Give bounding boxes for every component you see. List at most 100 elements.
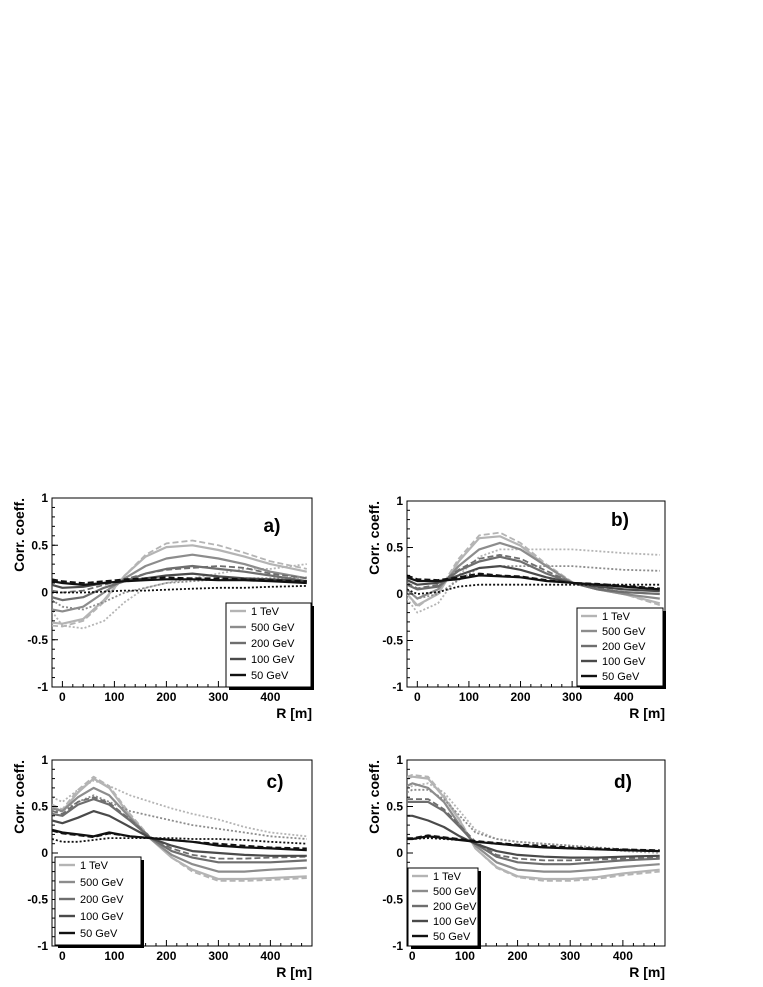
legend-entry: 500 GeV [602,626,646,638]
legend-entry: 200 GeV [80,894,124,906]
series-line-aux-9 [52,576,307,584]
y-tick-label: -1 [392,680,403,694]
y-tick-label: 0 [41,846,48,860]
legend-entry: 50 GeV [433,931,471,943]
x-axis-title: R [m] [276,705,312,721]
x-axis-title: R [m] [629,705,665,721]
legend-entry: 100 GeV [433,916,477,928]
panel-b: 0 100 200 300 400 -1 -0.5 0 0.5 1 R [m] Corr. coeff… [366,494,666,721]
x-tick-label: 300 [562,690,582,704]
series-line-aux-10 [52,585,307,594]
legend-entry: 100 GeV [251,654,295,666]
legend-box [225,602,312,688]
x-tick-label: 200 [156,949,176,963]
series-line-500-gev [407,782,660,873]
series-line-100-gev [52,572,307,589]
y-tick-label: 0 [41,586,48,600]
y-tick-label: -0.5 [27,633,48,647]
legend-entry: 200 GeV [602,641,646,653]
x-tick-label: 300 [208,949,228,963]
y-tick-label: 0.5 [31,538,48,552]
series-line-500-gev [52,553,307,613]
x-tick-label: 100 [455,949,475,963]
legend-entry: 500 GeV [80,877,124,889]
y-tick-label: -0.5 [27,893,48,907]
legend: 1 TeV 500 GeV 200 GeV 100 GeV 50 GeV [576,607,666,689]
series-line-aux-6 [52,565,307,594]
y-tick-label: 0 [396,587,403,601]
series-line-aux-1 [52,775,307,882]
legend-entry: 1 TeV [602,611,631,623]
y-tick-label: -1 [392,939,403,953]
x-tick-label: 0 [409,949,416,963]
legend-entry: 200 GeV [251,638,295,650]
series-line-aux-6 [407,798,660,862]
series-line-aux-4 [52,576,307,611]
y-axis-title: Corr. coeff. [366,501,382,575]
panel-label: b) [611,510,629,531]
panel-d: 0 100 200 300 400 -1 -0.5 0 0.5 1 R [m] Corr. coeff… [366,753,666,980]
legend-entry: 100 GeV [602,656,646,668]
y-axis-title: Corr. coeff. [11,498,27,572]
series-line-aux-6 [407,554,660,595]
series-group [407,774,660,882]
series-group [52,539,308,630]
legend-entry: 1 TeV [251,606,280,618]
x-tick-label: 200 [156,690,176,704]
series-line-200-gev [407,800,660,866]
panel-label: c) [267,772,284,793]
series-line-aux-2 [52,563,307,630]
legend: 1 TeV 500 GeV 200 GeV 100 GeV 50 GeV [54,856,144,948]
panel-label: a) [264,516,281,537]
x-axis-title: R [m] [629,964,665,980]
legend-entry: 1 TeV [80,860,109,872]
panel-a: 0 100 200 300 400 -1 -0.5 0 0.5 1 R [m] Corr. coeff… [11,491,314,721]
series-line-aux-10 [52,837,307,845]
y-tick-label: 1 [396,494,403,508]
series-line-100-gev [407,814,660,859]
series-line-100-gev [407,564,660,593]
x-tick-label: 400 [613,949,633,963]
y-axis-title: Corr. coeff. [366,760,382,834]
legend-entry: 500 GeV [251,622,295,634]
y-tick-label: 1 [41,753,48,767]
series-line-aux-10 [407,837,660,852]
y-axis-title: Corr. coeff. [11,760,27,834]
y-tick-label: -0.5 [382,634,403,648]
y-tick-label: 0.5 [386,800,403,814]
legend-entry: 50 GeV [602,671,640,683]
x-tick-label: 300 [208,690,228,704]
series-line-aux-1 [407,774,660,882]
x-tick-label: 100 [104,690,124,704]
x-tick-label: 200 [508,949,528,963]
series-line-aux-9 [407,572,660,590]
x-tick-label: 400 [260,690,280,704]
legend-entry: 500 GeV [433,886,477,898]
y-tick-label: 0 [396,846,403,860]
legend-entry: 100 GeV [80,911,124,923]
series-line-1-tev [52,544,308,625]
series-line-50-gev [52,578,307,587]
legend-entry: 200 GeV [433,901,477,913]
series-line-aux-9 [52,829,307,850]
legend-entry: 50 GeV [251,670,289,682]
y-tick-label: -1 [37,939,48,953]
x-tick-label: 0 [59,949,66,963]
x-tick-label: 100 [459,690,479,704]
legend: 1 TeV 500 GeV 200 GeV 100 GeV 50 GeV [407,867,481,949]
x-axis-title: R [m] [276,964,312,980]
panel-c: 0 100 200 300 400 -1 -0.5 0 0.5 1 R [m] Corr. coeff… [11,753,313,980]
y-tick-label: 0.5 [386,541,403,555]
y-tick-label: 1 [396,753,403,767]
x-tick-label: 0 [59,690,66,704]
y-tick-label: -1 [37,680,48,694]
series-line-200-gev [52,564,307,602]
series-line-aux-4 [407,788,660,852]
series-group [52,775,307,882]
legend-entry: 1 TeV [433,871,462,883]
legend-box [54,856,142,946]
panel-label: d) [614,772,632,793]
y-tick-label: 0.5 [31,800,48,814]
x-tick-label: 0 [414,690,421,704]
